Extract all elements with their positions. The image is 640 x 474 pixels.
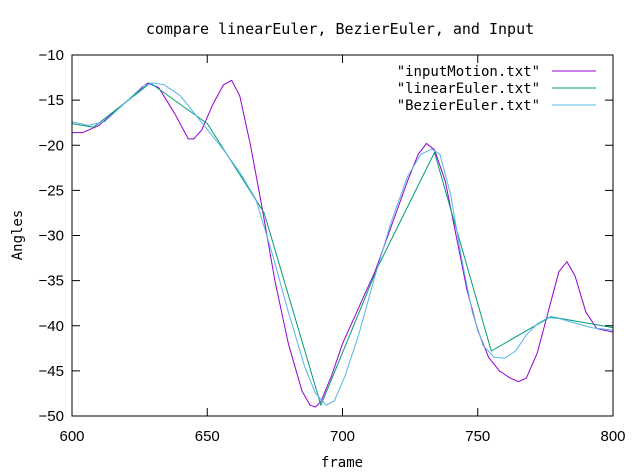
y-axis-label: Angles: [10, 210, 26, 261]
legend-label-3: "BezierEuler.txt": [397, 98, 540, 114]
x-tick-label: 700: [330, 428, 355, 445]
plot-area: [71, 79, 614, 408]
x-tick-label: 600: [59, 428, 84, 445]
y-tick-label: −45: [39, 363, 64, 380]
series-line-2: [71, 82, 614, 406]
y-tick-label: −30: [39, 228, 64, 245]
y-tick-label: −15: [39, 92, 64, 109]
x-tick-label: 750: [465, 428, 490, 445]
y-tick-label: −50: [39, 408, 64, 425]
axis-ticks: 600 650 700 750 800 −10 −15 −20 −25 −30 −35 −40 −45 −…: [39, 47, 626, 445]
x-tick-label: 650: [195, 428, 220, 445]
y-tick-label: −25: [39, 182, 64, 199]
chart-title: compare linearEuler, BezierEuler, and In…: [146, 20, 534, 38]
x-axis-label: frame: [321, 455, 363, 471]
series-line-1: [72, 79, 614, 408]
legend-label-2: "linearEuler.txt": [397, 81, 540, 97]
y-tick-label: −20: [39, 137, 64, 154]
legend: "inputMotion.txt""linearEuler.txt""Bezie…: [397, 64, 596, 114]
series-line-3: [71, 82, 614, 406]
legend-label-1: "inputMotion.txt": [397, 64, 540, 80]
x-tick-label: 800: [600, 428, 625, 445]
y-tick-label: −35: [39, 273, 64, 290]
y-tick-label: −40: [39, 318, 64, 335]
y-tick-label: −10: [39, 47, 64, 64]
